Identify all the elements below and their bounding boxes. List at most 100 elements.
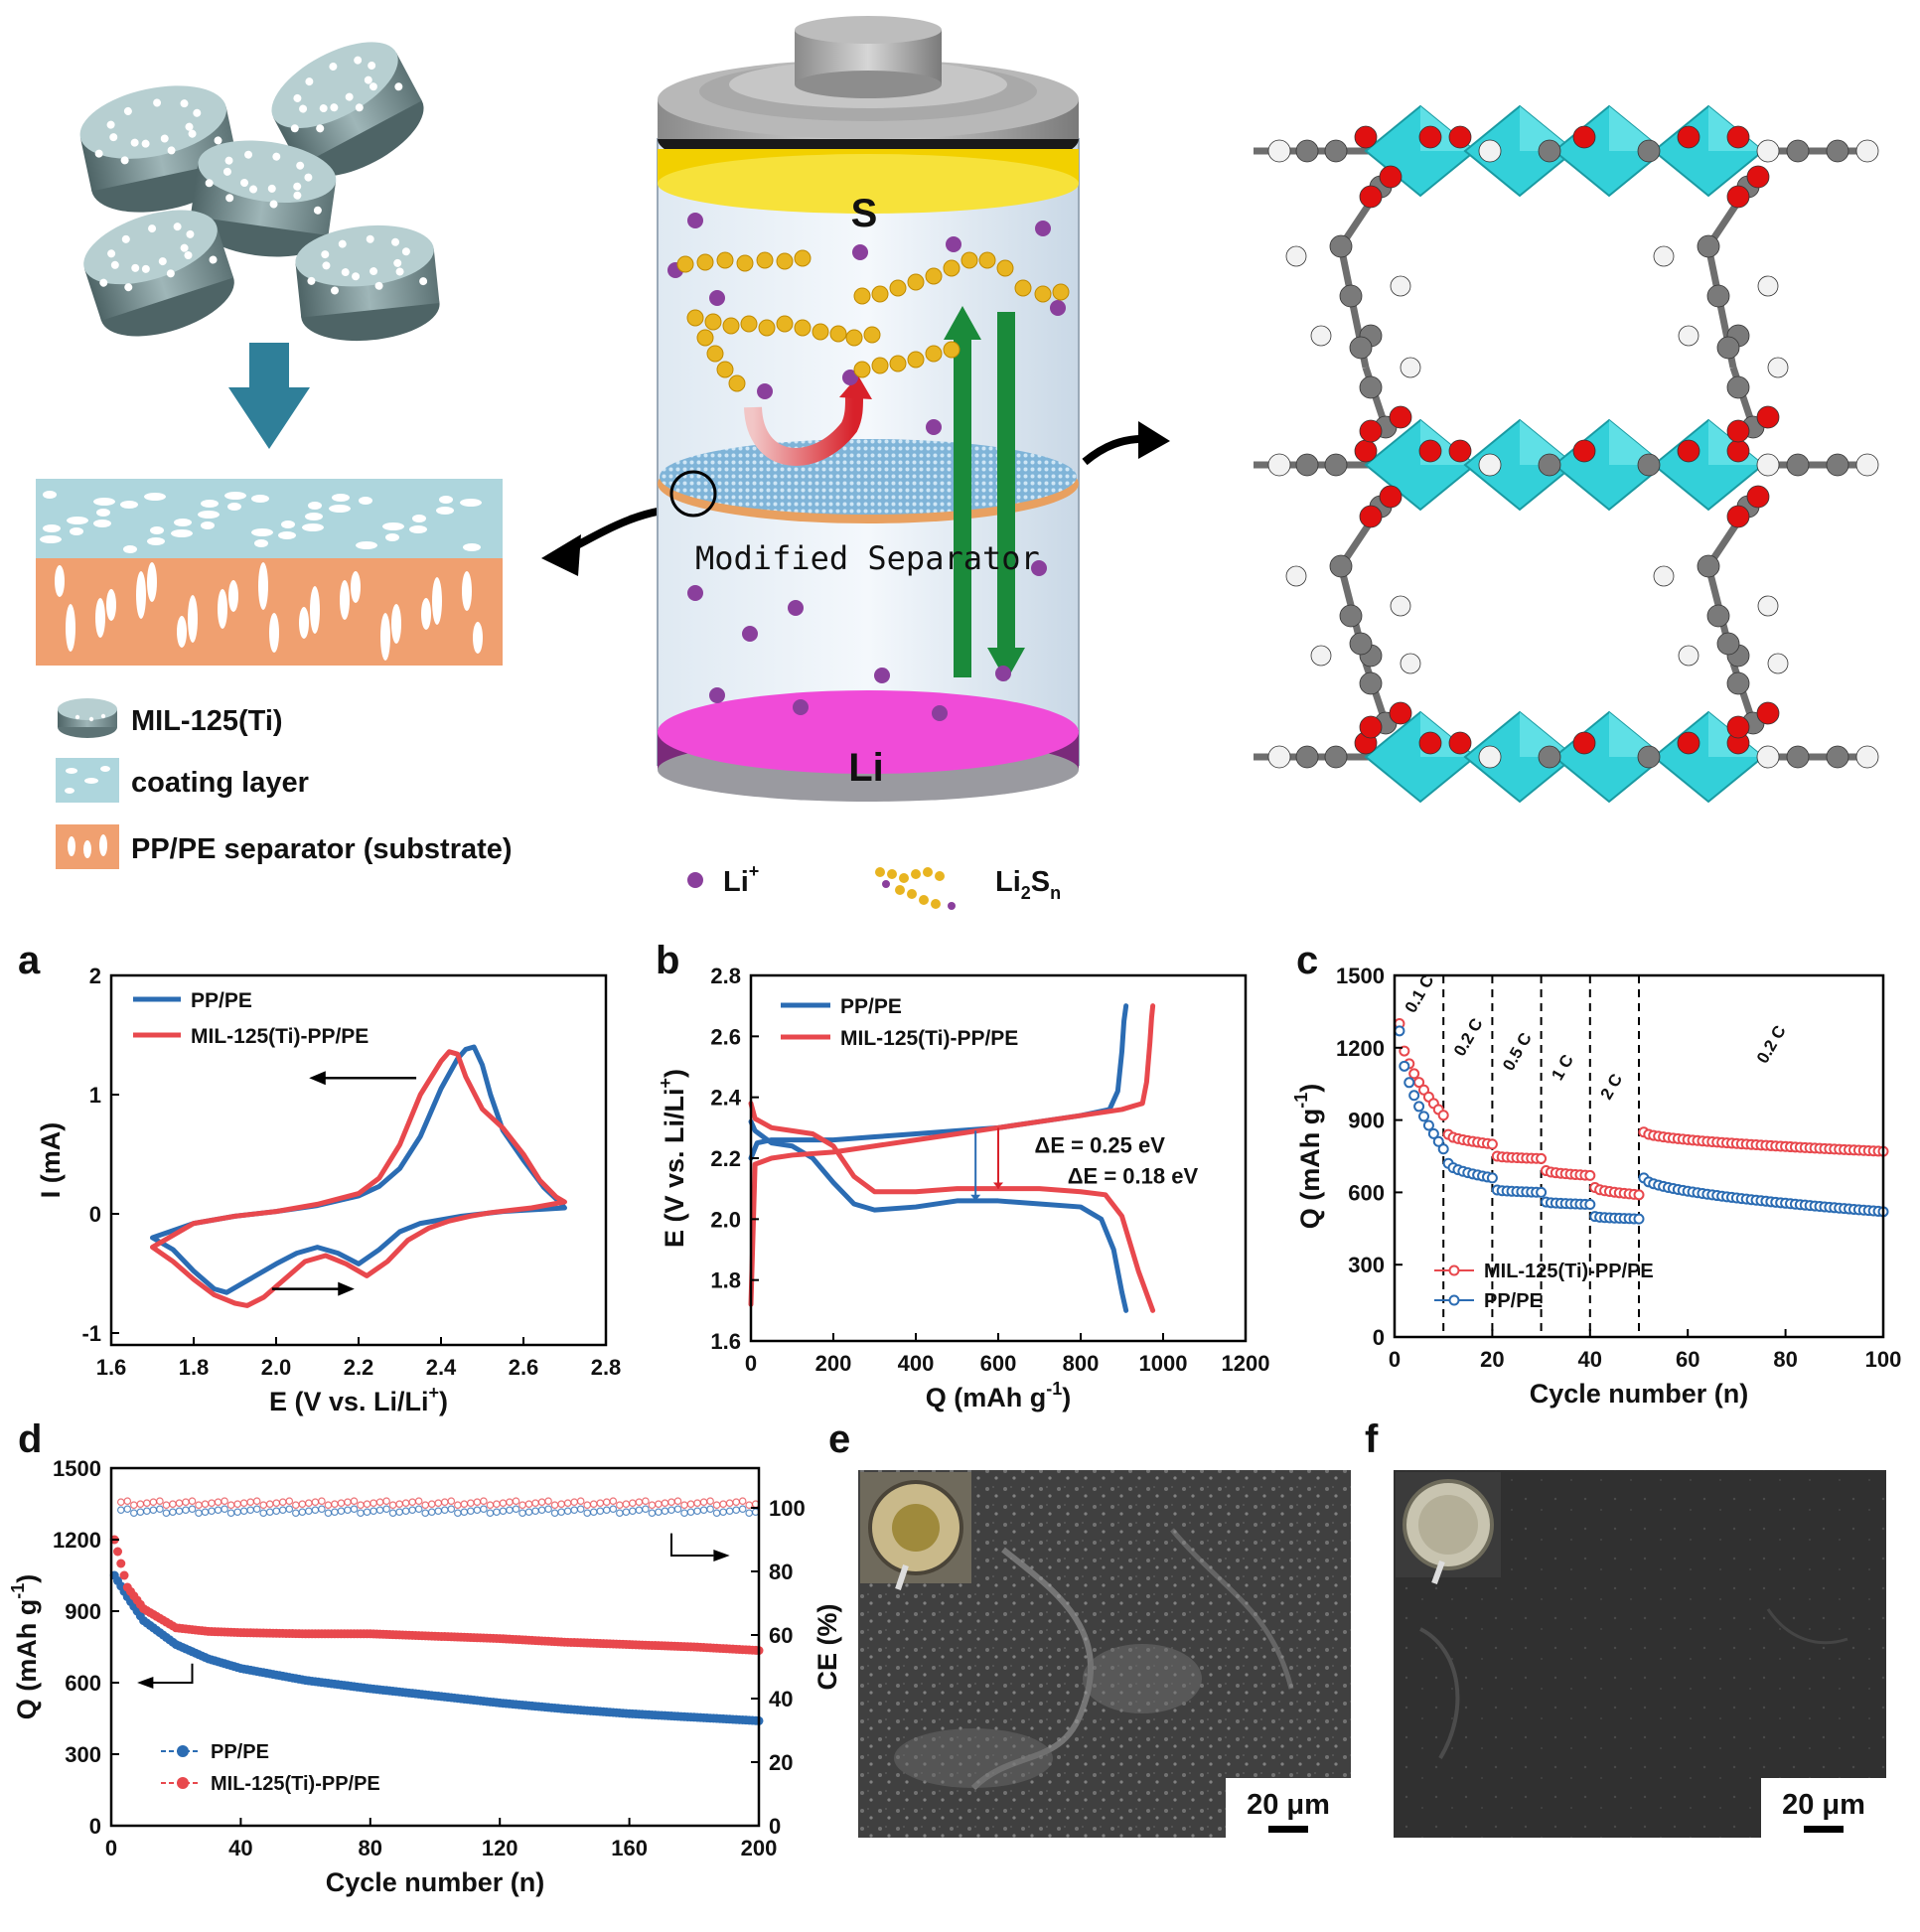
x-tick-label: 40 — [228, 1836, 252, 1860]
ce-point — [226, 1501, 235, 1510]
left-axis-pointer-icon — [137, 1663, 194, 1689]
ce-point — [686, 1500, 695, 1509]
polysulfide-bead — [716, 361, 734, 378]
rate-point-pppe — [1408, 1090, 1420, 1102]
ce-point — [667, 1498, 675, 1507]
polysulfide-bead — [776, 315, 794, 333]
mof-crystal-structure — [1254, 104, 1879, 804]
legend-label: MIL-125(Ti)-PP/PE — [840, 1027, 1018, 1050]
scale-bar-label-e: 20 μm — [1247, 1789, 1330, 1821]
legend-label: MIL-125(Ti)-PP/PE — [191, 1025, 369, 1048]
ce-point — [473, 1498, 482, 1507]
scan-arrow-left-icon — [309, 1071, 417, 1086]
ce-point — [305, 1507, 313, 1516]
li-ion-dot — [874, 668, 890, 683]
ce-point — [693, 1507, 701, 1516]
rate-point-pppe — [1432, 1135, 1444, 1147]
ce-point — [427, 1508, 436, 1517]
ce-point — [499, 1499, 508, 1508]
ce-point — [531, 1507, 539, 1516]
y-tick-label: 0 — [769, 1814, 781, 1839]
ce-point — [629, 1499, 637, 1508]
polysulfide-bead — [889, 279, 907, 297]
ce-point — [208, 1499, 216, 1508]
polysulfide-bead — [736, 254, 754, 272]
chart-d-cycling: 0 40 80 120 160 20003006009001200150002040608… — [8, 1456, 842, 1897]
rate-point-pppe — [1394, 1025, 1405, 1037]
chart-b-voltage-profile: 0 200 400 600 800 1000 1200 1.6 1.8 2.0 2.2 2.4 2.6 2… — [656, 964, 1269, 1412]
ce-point — [609, 1497, 618, 1506]
polysulfide-bead — [943, 259, 960, 277]
ce-point — [298, 1508, 307, 1517]
rate-point-pppe — [1437, 1143, 1449, 1155]
ce-point — [550, 1509, 559, 1518]
ce-point — [311, 1498, 320, 1507]
ce-point — [149, 1498, 158, 1507]
ce-point — [557, 1500, 565, 1509]
y-tick-label: 2.8 — [710, 964, 741, 988]
coating-legend-icon — [56, 758, 119, 803]
legend-label: PP/PE — [840, 995, 902, 1018]
ce-point — [699, 1506, 708, 1515]
ce-point — [550, 1501, 559, 1510]
ce-point — [524, 1508, 533, 1517]
polysulfide-bead — [728, 374, 746, 392]
rate-point-pppe — [1427, 1127, 1439, 1139]
ce-point — [524, 1500, 533, 1509]
polysulfide-bead — [907, 351, 925, 369]
x-tick-label: 80 — [359, 1836, 382, 1860]
ce-point — [557, 1508, 565, 1517]
ce-point — [239, 1499, 248, 1508]
ce-point — [570, 1498, 578, 1507]
ce-point — [570, 1506, 578, 1515]
polysulfide-bead — [943, 341, 960, 359]
ce-point — [285, 1505, 294, 1514]
li-ion-dot — [742, 626, 758, 642]
x-axis-label: E (V vs. Li/Li+) — [269, 1383, 448, 1416]
li-ion-dot — [1031, 560, 1047, 576]
ce-point — [375, 1506, 384, 1515]
y-tick-label: 1200 — [1336, 1036, 1385, 1061]
ce-point — [136, 1508, 145, 1517]
ce-point — [401, 1507, 410, 1516]
ce-point — [622, 1508, 631, 1517]
ce-point — [583, 1509, 592, 1518]
ce-point — [298, 1500, 307, 1509]
li-ion-dot — [946, 236, 961, 252]
legend-marker — [1434, 1294, 1474, 1306]
battery-illustration: S Li Modified Separator — [657, 16, 1080, 802]
li-ion-dot — [709, 290, 725, 306]
chart-c-rate-performance: 0 20 40 60 80 100 0 300 600 900 1200 1500 Cycle numb… — [1291, 964, 1901, 1409]
rate-label: 2 C — [1596, 1071, 1626, 1103]
ce-point — [143, 1507, 151, 1516]
ce-point — [246, 1498, 254, 1507]
li-ion-dot — [709, 687, 725, 703]
li-ion-dot — [1035, 221, 1051, 236]
shuttle-arrow-icon — [744, 396, 863, 466]
legend-mil-label: MIL-125(Ti) — [131, 705, 283, 737]
ce-point — [512, 1505, 520, 1514]
ce-point — [214, 1498, 222, 1507]
ce-point — [233, 1500, 241, 1509]
ce-point — [292, 1509, 300, 1518]
delta-e-marker-red — [993, 1127, 1003, 1189]
rate-point-pppe — [1403, 1077, 1415, 1089]
y-tick-label: 1500 — [53, 1456, 101, 1481]
polysulfide-label: Li2Sn — [995, 866, 1061, 903]
y-tick-label: 2.0 — [710, 1207, 741, 1232]
ce-point — [414, 1505, 423, 1514]
y-axis-label-right: CE (%) — [812, 1604, 842, 1691]
legend-label: PP/PE — [211, 1741, 269, 1763]
ce-point — [544, 1505, 552, 1514]
polysulfide-bead — [853, 287, 871, 305]
rate-point-mil — [1437, 1110, 1449, 1121]
y-axis-label: Q (mAh g-1) — [8, 1574, 42, 1720]
schematic-legend: MIL-125(Ti) coating layer PP/PE separato… — [56, 698, 513, 869]
ce-point — [589, 1500, 598, 1509]
polysulfide-bead — [696, 329, 714, 347]
ce-point — [506, 1506, 514, 1515]
ce-point — [732, 1498, 740, 1507]
y-tick-label: 100 — [769, 1496, 806, 1521]
ce-point — [239, 1507, 248, 1516]
cv-series-pppe — [150, 1044, 567, 1295]
